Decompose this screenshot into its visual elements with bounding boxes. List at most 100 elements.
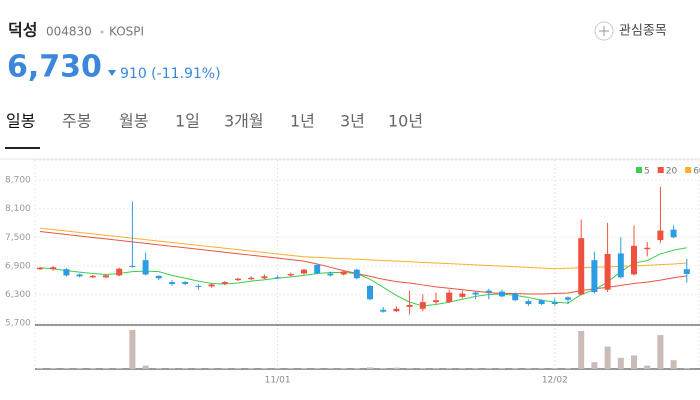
- volume-bar: [327, 367, 334, 369]
- volume-bar: [670, 360, 677, 369]
- candle-body: [644, 247, 651, 250]
- volume-bar: [314, 367, 321, 369]
- volume-bar: [248, 367, 255, 369]
- y-tick-label: 8,700: [5, 176, 31, 186]
- candle-body: [274, 277, 281, 279]
- stock-name: 덕성: [8, 21, 37, 40]
- candle-body: [406, 304, 413, 307]
- watch-label[interactable]: 관심종목: [619, 24, 667, 39]
- candle-body: [327, 273, 334, 276]
- volume-bar: [446, 367, 453, 369]
- volume-bar: [393, 367, 400, 369]
- volume-bar: [235, 367, 241, 369]
- volume-bar: [419, 367, 426, 369]
- candle-body: [116, 268, 123, 276]
- volume-bar: [459, 367, 466, 369]
- moving-average-line: [39, 247, 687, 307]
- candle-body: [591, 260, 598, 293]
- candle-body: [459, 293, 466, 297]
- legend-swatch: [657, 167, 664, 173]
- volume-bar: [499, 367, 505, 369]
- candle-body: [169, 282, 175, 284]
- candle-body: [538, 300, 545, 305]
- candle-body: [287, 273, 294, 276]
- candle-body: [433, 300, 439, 303]
- moving-average-line: [39, 227, 687, 270]
- tab[interactable]: 3년: [340, 112, 365, 131]
- candle-body: [631, 245, 637, 275]
- volume-bar: [208, 367, 215, 369]
- candle-body: [142, 260, 149, 275]
- stock-code: 004830: [46, 25, 92, 39]
- candle-body: [37, 267, 43, 270]
- volume-bar: [604, 346, 611, 369]
- candle-body: [195, 285, 202, 287]
- candle-body: [683, 269, 690, 274]
- down-arrow: [108, 70, 116, 76]
- tab[interactable]: 10년: [388, 112, 423, 131]
- candle-body: [314, 264, 321, 274]
- volume-bar: [565, 367, 571, 369]
- candle-body: [103, 275, 109, 278]
- candle-body: [50, 267, 57, 270]
- candle-body: [208, 284, 215, 287]
- tab[interactable]: 3개월: [224, 112, 264, 131]
- volume-bar: [472, 367, 479, 369]
- volume-bar: [433, 367, 439, 369]
- volume-bar: [353, 367, 360, 369]
- candle-body: [604, 253, 611, 290]
- volume-bar: [37, 367, 43, 369]
- volume-bar: [89, 367, 96, 369]
- candle-body: [380, 309, 387, 312]
- volume-bar: [129, 330, 136, 369]
- volume-bar: [538, 367, 545, 369]
- volume-bar: [274, 367, 281, 369]
- x-tick-label: 11/01: [265, 376, 291, 386]
- volume-bar: [551, 367, 558, 369]
- volume-bar: [116, 367, 123, 369]
- legend-label: 5: [644, 167, 650, 177]
- y-tick-label: 6,300: [5, 290, 31, 300]
- watch-button[interactable]: 관심종목: [594, 21, 667, 41]
- volume-bar: [76, 367, 83, 369]
- tab[interactable]: 1년: [290, 112, 315, 131]
- tab[interactable]: 일봉: [6, 112, 35, 131]
- tab[interactable]: 1일: [175, 112, 200, 131]
- legend-label: 20: [666, 167, 678, 177]
- y-tick-label: 5,700: [5, 319, 31, 329]
- candle-body: [367, 285, 373, 300]
- volume-bar: [169, 367, 175, 369]
- plus-icon: [599, 26, 609, 36]
- tab[interactable]: 월봉: [119, 112, 148, 131]
- candle-body: [221, 282, 228, 284]
- candle-body: [248, 277, 255, 280]
- y-tick-label: 6,900: [5, 261, 31, 271]
- candle-body: [551, 302, 558, 305]
- volume-bar: [261, 367, 268, 369]
- candle-body: [578, 238, 585, 295]
- separator-dot: [100, 30, 104, 34]
- plus-circle: [594, 21, 614, 41]
- tab[interactable]: 주봉: [62, 112, 91, 131]
- volume-bar: [340, 367, 347, 369]
- candle-body: [485, 290, 492, 293]
- volume-bar: [367, 367, 373, 369]
- volume-bar: [287, 367, 294, 369]
- candle-body: [155, 275, 162, 279]
- market: KOSPI: [109, 25, 144, 39]
- candle-body: [182, 282, 189, 284]
- legend-label: 60: [693, 167, 700, 177]
- candle-body: [657, 230, 664, 241]
- candle-body: [499, 291, 505, 297]
- volume-bar: [683, 367, 690, 369]
- volume-bar: [63, 367, 70, 369]
- volume-bar: [406, 367, 413, 369]
- moving-average-line: [39, 231, 687, 295]
- candle-body: [472, 292, 479, 295]
- candle-body: [340, 271, 347, 275]
- price: 6,730: [7, 50, 102, 85]
- volume-bar: [50, 367, 57, 369]
- candle-body: [301, 269, 307, 274]
